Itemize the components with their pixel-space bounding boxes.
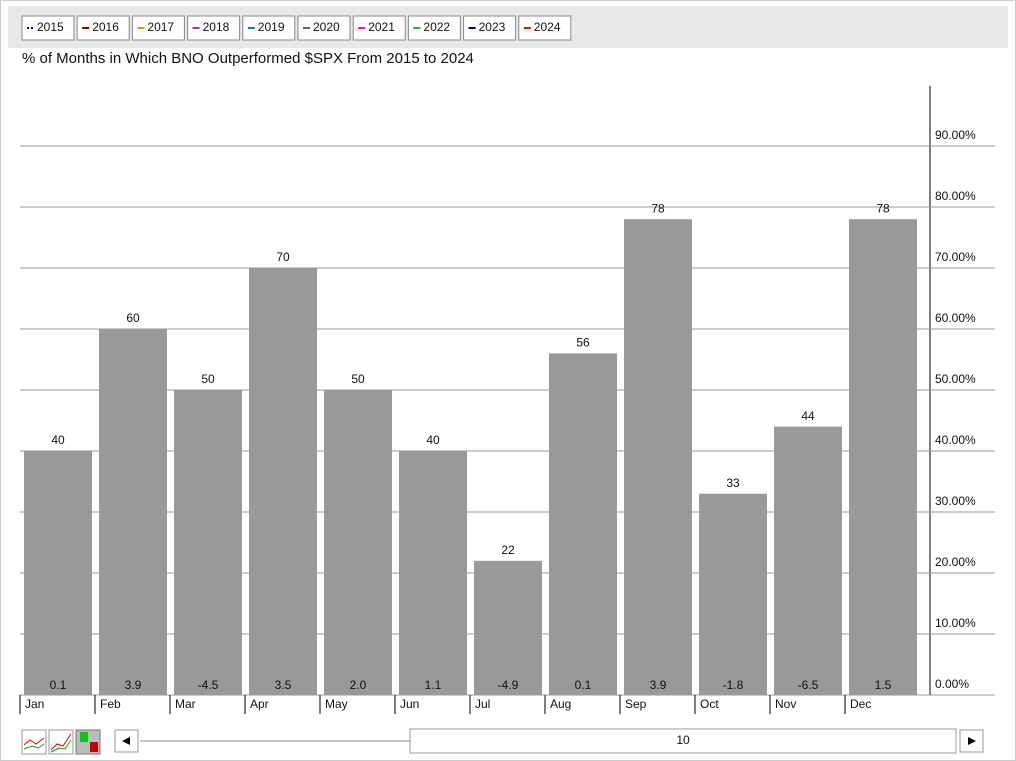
value-label: 70	[276, 250, 290, 264]
inner-label: 3.5	[275, 678, 292, 692]
scroll-thumb[interactable]	[409, 728, 957, 754]
x-tick-label: Oct	[700, 697, 719, 711]
bar	[399, 451, 467, 695]
bar	[174, 390, 242, 695]
x-tick-label: Dec	[850, 697, 871, 711]
y-tick-label: 60.00%	[935, 311, 976, 325]
x-tick-label: Sep	[625, 697, 647, 711]
bar	[324, 390, 392, 695]
bar	[549, 353, 617, 695]
chart-title: % of Months in Which BNO Outperformed $S…	[22, 50, 474, 67]
x-tick-label: May	[325, 697, 348, 711]
chart-type-icons[interactable]	[21, 729, 101, 755]
inner-label: 0.1	[50, 678, 67, 692]
bar	[24, 451, 92, 695]
inner-label: -6.5	[798, 678, 819, 692]
x-tick-label: Jun	[400, 697, 419, 711]
value-label: 56	[576, 336, 590, 350]
y-tick-label: 40.00%	[935, 433, 976, 447]
legend-label[interactable]: 2024	[534, 20, 561, 34]
value-label: 33	[726, 476, 740, 490]
value-label: 44	[801, 409, 815, 423]
legend-label[interactable]: 2018	[203, 20, 230, 34]
bar	[99, 329, 167, 695]
bar	[699, 493, 767, 695]
value-label: 50	[351, 372, 365, 386]
legend-label[interactable]: 2020	[313, 20, 340, 34]
inner-label: -4.5	[198, 678, 219, 692]
inner-label: 1.1	[425, 678, 442, 692]
inner-label: 0.1	[575, 678, 592, 692]
value-label: 22	[501, 543, 515, 557]
y-tick-label: 80.00%	[935, 189, 976, 203]
value-label: 60	[126, 311, 140, 325]
legend-label[interactable]: 2022	[423, 20, 450, 34]
legend-button[interactable]	[21, 15, 75, 41]
bar	[624, 219, 692, 695]
y-tick-label: 10.00%	[935, 616, 976, 630]
y-tick-label: 30.00%	[935, 494, 976, 508]
legend-label[interactable]: 2015	[37, 20, 64, 34]
legend-label[interactable]: 2017	[147, 20, 174, 34]
x-tick-label: Jul	[475, 697, 490, 711]
x-tick-label: Feb	[100, 697, 121, 711]
x-tick-label: Nov	[775, 697, 796, 711]
x-tick-label: Mar	[175, 697, 196, 711]
inner-label: 3.9	[650, 678, 667, 692]
inner-label: 1.5	[875, 678, 892, 692]
legend-label[interactable]: 2019	[258, 20, 285, 34]
scroll-label: 10	[676, 733, 690, 747]
bar	[849, 219, 917, 695]
scroll-right[interactable]	[959, 729, 984, 753]
x-tick-label: Aug	[550, 697, 571, 711]
inner-label: -4.9	[498, 678, 519, 692]
legend-label[interactable]: 2016	[92, 20, 119, 34]
y-tick-label: 0.00%	[935, 677, 969, 691]
inner-label: 2.0	[350, 678, 367, 692]
legend-label[interactable]: 2023	[479, 20, 506, 34]
inner-label: -1.8	[723, 678, 744, 692]
x-tick-label: Jan	[25, 697, 44, 711]
value-label: 78	[876, 201, 890, 215]
inner-label: 3.9	[125, 678, 142, 692]
scroll-left[interactable]	[114, 729, 139, 753]
y-tick-label: 50.00%	[935, 372, 976, 386]
bar	[474, 560, 542, 695]
bar	[774, 426, 842, 695]
value-label: 50	[201, 372, 215, 386]
x-tick-label: Apr	[250, 697, 269, 711]
legend-label[interactable]: 2021	[368, 20, 395, 34]
bar	[249, 268, 317, 695]
y-tick-label: 70.00%	[935, 250, 976, 264]
value-label: 78	[651, 201, 665, 215]
value-label: 40	[426, 433, 440, 447]
y-tick-label: 90.00%	[935, 128, 976, 142]
value-label: 40	[51, 433, 65, 447]
y-tick-label: 20.00%	[935, 555, 976, 569]
